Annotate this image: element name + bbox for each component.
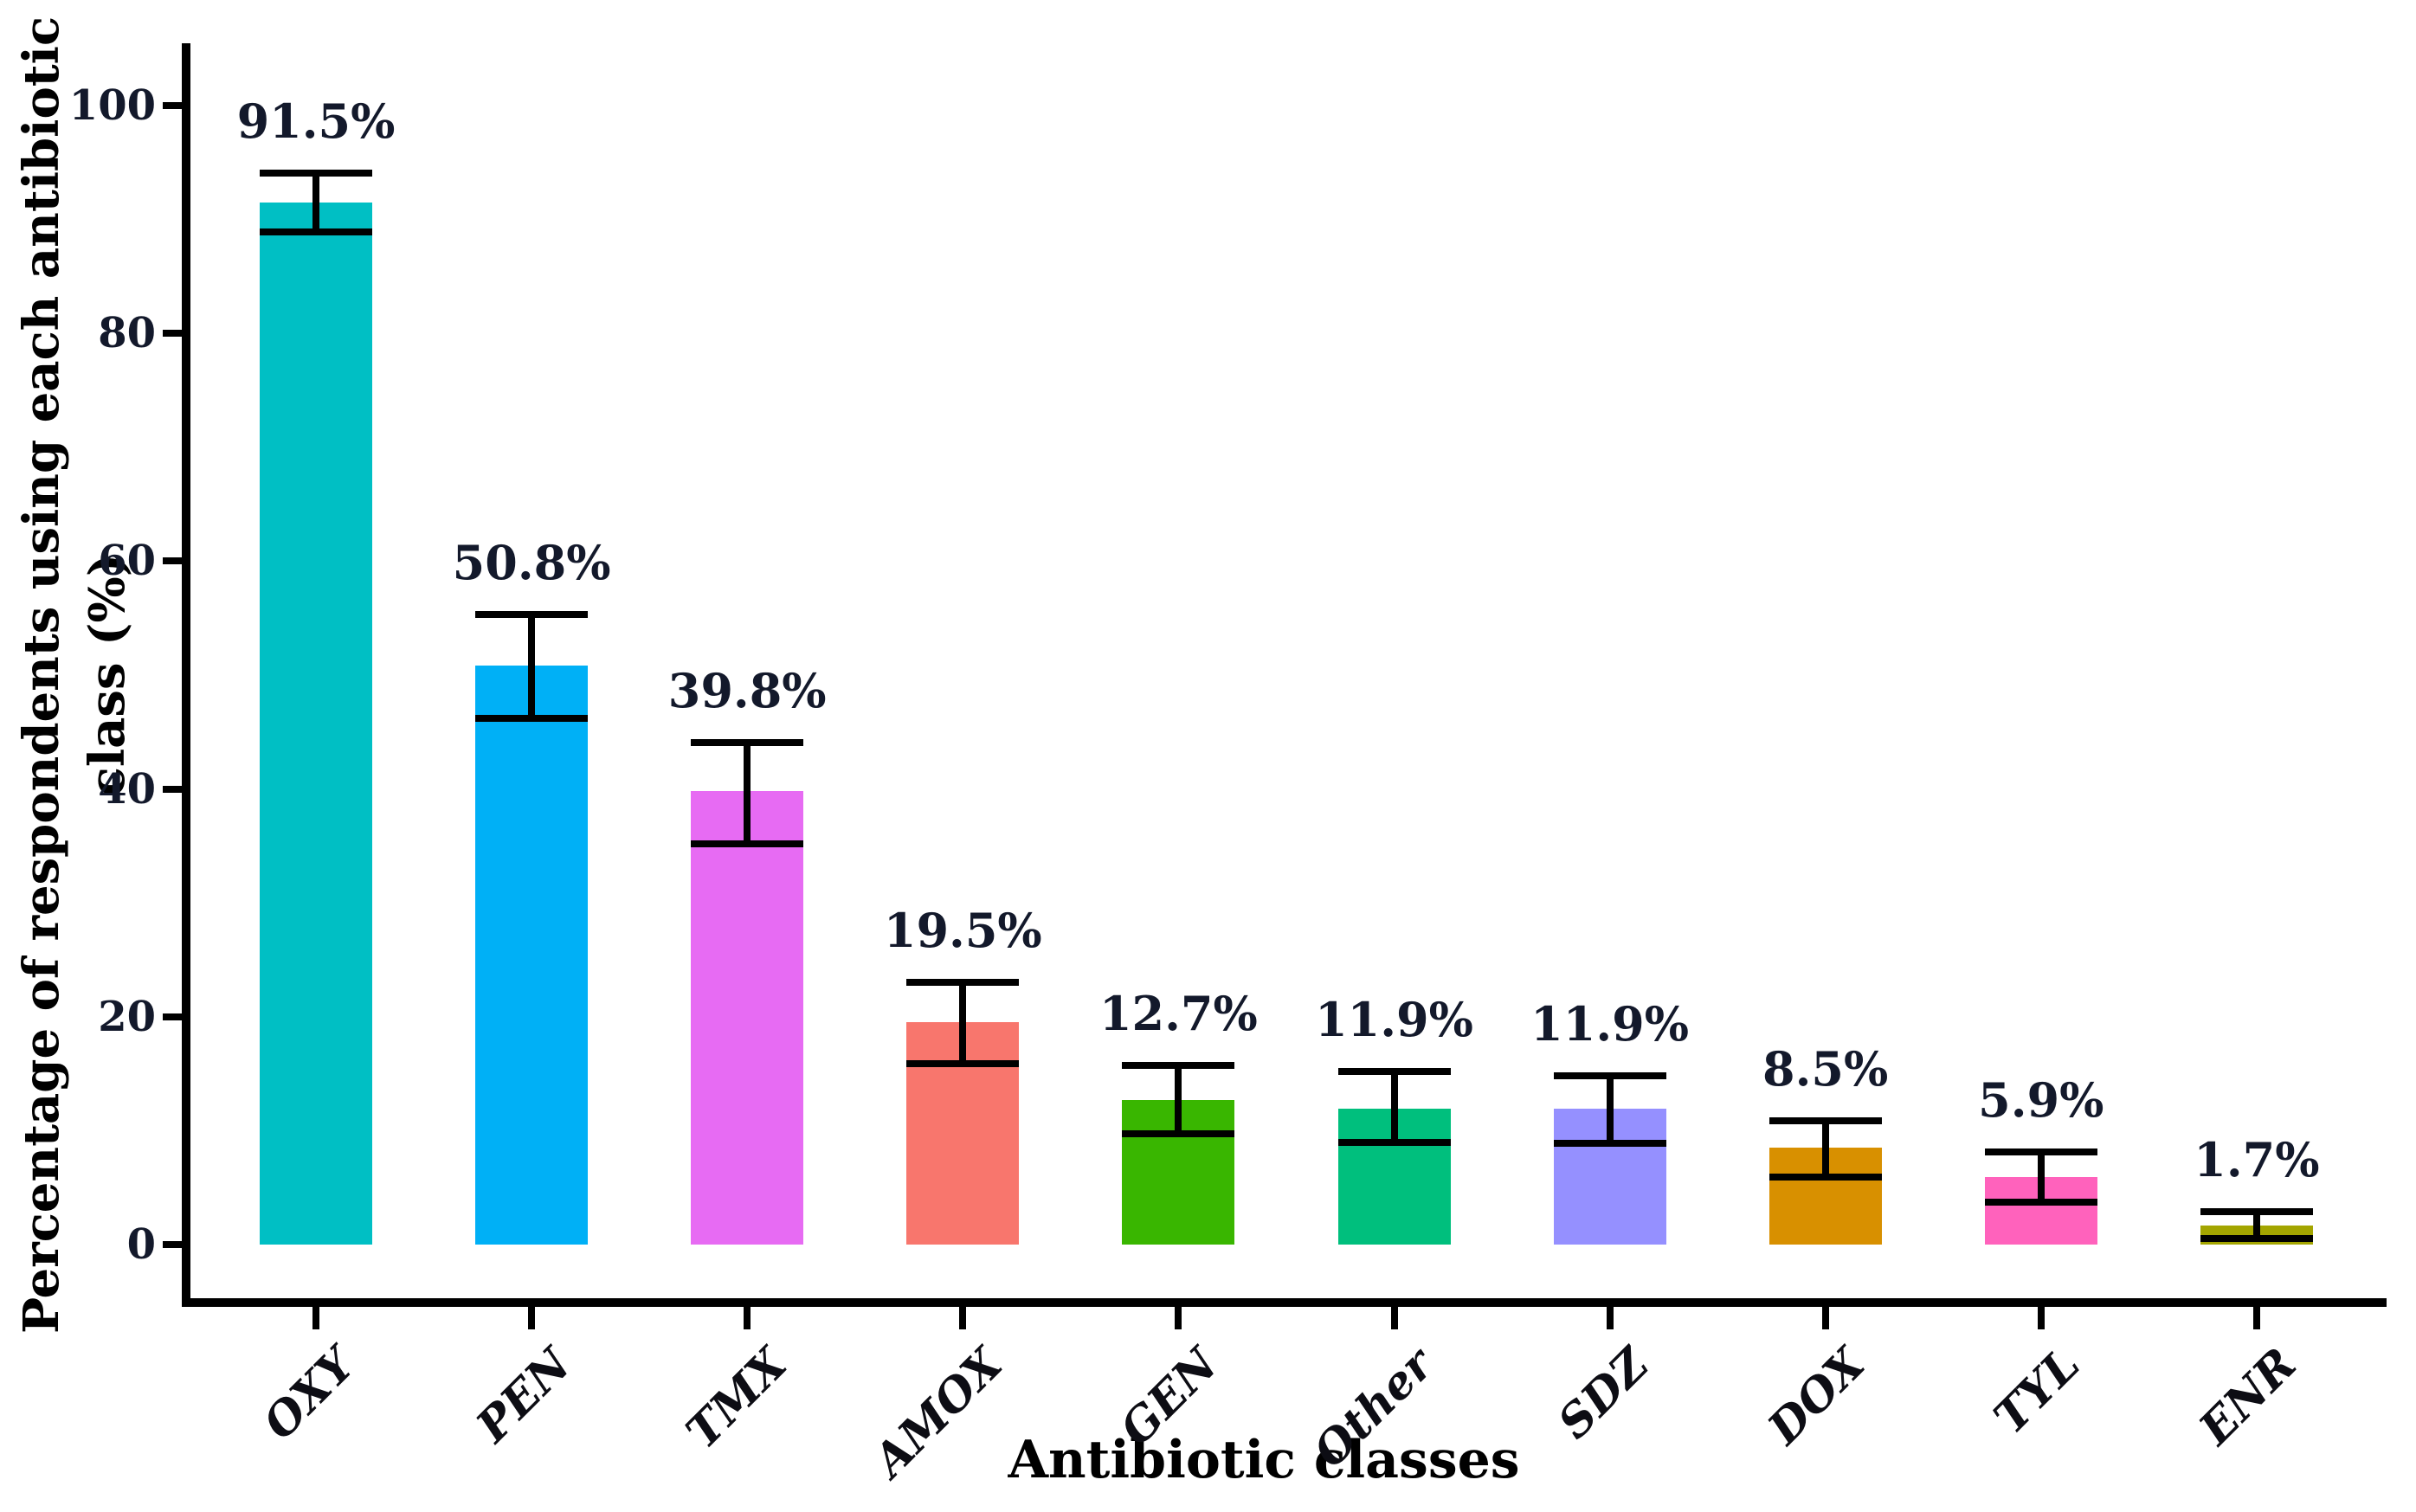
x-tick-label-GEN: GEN xyxy=(1110,1337,1228,1457)
value-label-DOX: 8.5% xyxy=(1762,1040,1889,1097)
error-bar-cap-high-Other xyxy=(1337,1067,1451,1075)
bar-OXY xyxy=(260,202,372,1245)
error-bar-cap-high-PEN xyxy=(475,611,589,619)
value-label-ENR: 1.7% xyxy=(2194,1131,2320,1187)
y-tick-label: 20 xyxy=(98,992,156,1041)
error-bar-cap-low-Other xyxy=(1337,1138,1451,1146)
x-tick-mark-SDZ xyxy=(1606,1307,1614,1329)
error-bar-cap-low-DOX xyxy=(1769,1174,1882,1181)
error-bar-cap-high-AMOX xyxy=(906,979,1020,987)
y-tick-label: 0 xyxy=(126,1220,156,1269)
y-axis-spine xyxy=(182,43,190,1307)
y-tick-label: 60 xyxy=(98,537,156,586)
error-bar-cap-low-SDZ xyxy=(1553,1139,1666,1147)
x-tick-mark-DOX xyxy=(1821,1307,1829,1329)
x-tick-mark-AMOX xyxy=(959,1307,967,1329)
error-bar-cap-low-GEN xyxy=(1122,1130,1235,1138)
x-tick-label-Other: Other xyxy=(1303,1337,1444,1478)
bar-TMX xyxy=(691,791,804,1245)
value-label-Other: 11.9% xyxy=(1315,991,1473,1047)
x-axis-spine xyxy=(182,1298,2387,1307)
error-bar-cap-high-OXY xyxy=(260,169,372,177)
y-tick-mark xyxy=(163,785,182,793)
x-tick-mark-TMX xyxy=(744,1307,751,1329)
value-label-TMX: 39.8% xyxy=(667,662,827,718)
x-tick-mark-TYL xyxy=(2037,1307,2045,1329)
x-tick-label-OXY: OXY xyxy=(253,1337,366,1451)
error-bar-cap-high-TMX xyxy=(691,738,804,746)
value-label-GEN: 12.7% xyxy=(1098,986,1258,1042)
error-bar-line-Other xyxy=(1390,1071,1398,1142)
y-tick-mark xyxy=(163,330,182,338)
y-tick-mark xyxy=(163,102,182,109)
x-tick-label-DOX: DOX xyxy=(1757,1337,1875,1455)
y-tick-label: 40 xyxy=(98,764,156,814)
error-bar-line-GEN xyxy=(1175,1065,1182,1135)
value-label-SDZ: 11.9% xyxy=(1530,996,1690,1052)
y-tick-mark xyxy=(163,557,182,565)
x-tick-label-TMX: TMX xyxy=(675,1337,797,1459)
error-bar-line-OXY xyxy=(312,172,319,233)
error-bar-cap-high-ENR xyxy=(2200,1207,2313,1215)
x-tick-mark-PEN xyxy=(528,1307,536,1329)
x-tick-label-SDZ: SDZ xyxy=(1548,1337,1659,1450)
x-tick-label-AMOX: AMOX xyxy=(863,1337,1013,1488)
error-bar-cap-low-ENR xyxy=(2200,1235,2313,1243)
bar-PEN xyxy=(475,666,589,1245)
value-label-AMOX: 19.5% xyxy=(883,903,1042,959)
y-tick-label: 100 xyxy=(68,81,156,130)
error-bar-line-PEN xyxy=(528,614,536,718)
error-bar-cap-high-SDZ xyxy=(1553,1072,1666,1080)
error-bar-cap-low-OXY xyxy=(260,228,372,236)
error-bar-cap-high-DOX xyxy=(1769,1116,1882,1124)
error-bar-line-AMOX xyxy=(959,982,967,1064)
x-tick-mark-Other xyxy=(1390,1307,1398,1329)
value-label-PEN: 50.8% xyxy=(452,535,611,591)
x-tick-mark-ENR xyxy=(2252,1307,2260,1329)
x-tick-mark-GEN xyxy=(1175,1307,1182,1329)
y-tick-mark xyxy=(163,1013,182,1020)
y-tick-mark xyxy=(163,1241,182,1248)
error-bar-line-ENR xyxy=(2252,1211,2260,1239)
error-bar-cap-low-PEN xyxy=(475,715,589,722)
x-tick-label-TYL: TYL xyxy=(1984,1337,2091,1444)
error-bar-cap-high-TYL xyxy=(1984,1148,2097,1156)
error-bar-cap-high-GEN xyxy=(1122,1062,1235,1070)
error-bar-cap-low-AMOX xyxy=(906,1059,1020,1067)
error-bar-cap-low-TMX xyxy=(691,840,804,847)
x-axis-title: Antibiotic classes xyxy=(1008,1430,1520,1490)
error-bar-line-DOX xyxy=(1821,1120,1829,1178)
error-bar-cap-low-TYL xyxy=(1984,1199,2097,1206)
error-bar-line-SDZ xyxy=(1606,1076,1614,1143)
x-tick-label-ENR: ENR xyxy=(2188,1337,2306,1456)
x-tick-mark-OXY xyxy=(312,1307,319,1329)
value-label-OXY: 91.5% xyxy=(236,93,396,149)
error-bar-line-TYL xyxy=(2037,1152,2045,1203)
error-bar-line-TMX xyxy=(744,742,751,844)
y-tick-label: 80 xyxy=(98,309,156,358)
value-label-TYL: 5.9% xyxy=(1978,1072,2104,1129)
x-tick-label-PEN: PEN xyxy=(466,1337,582,1453)
